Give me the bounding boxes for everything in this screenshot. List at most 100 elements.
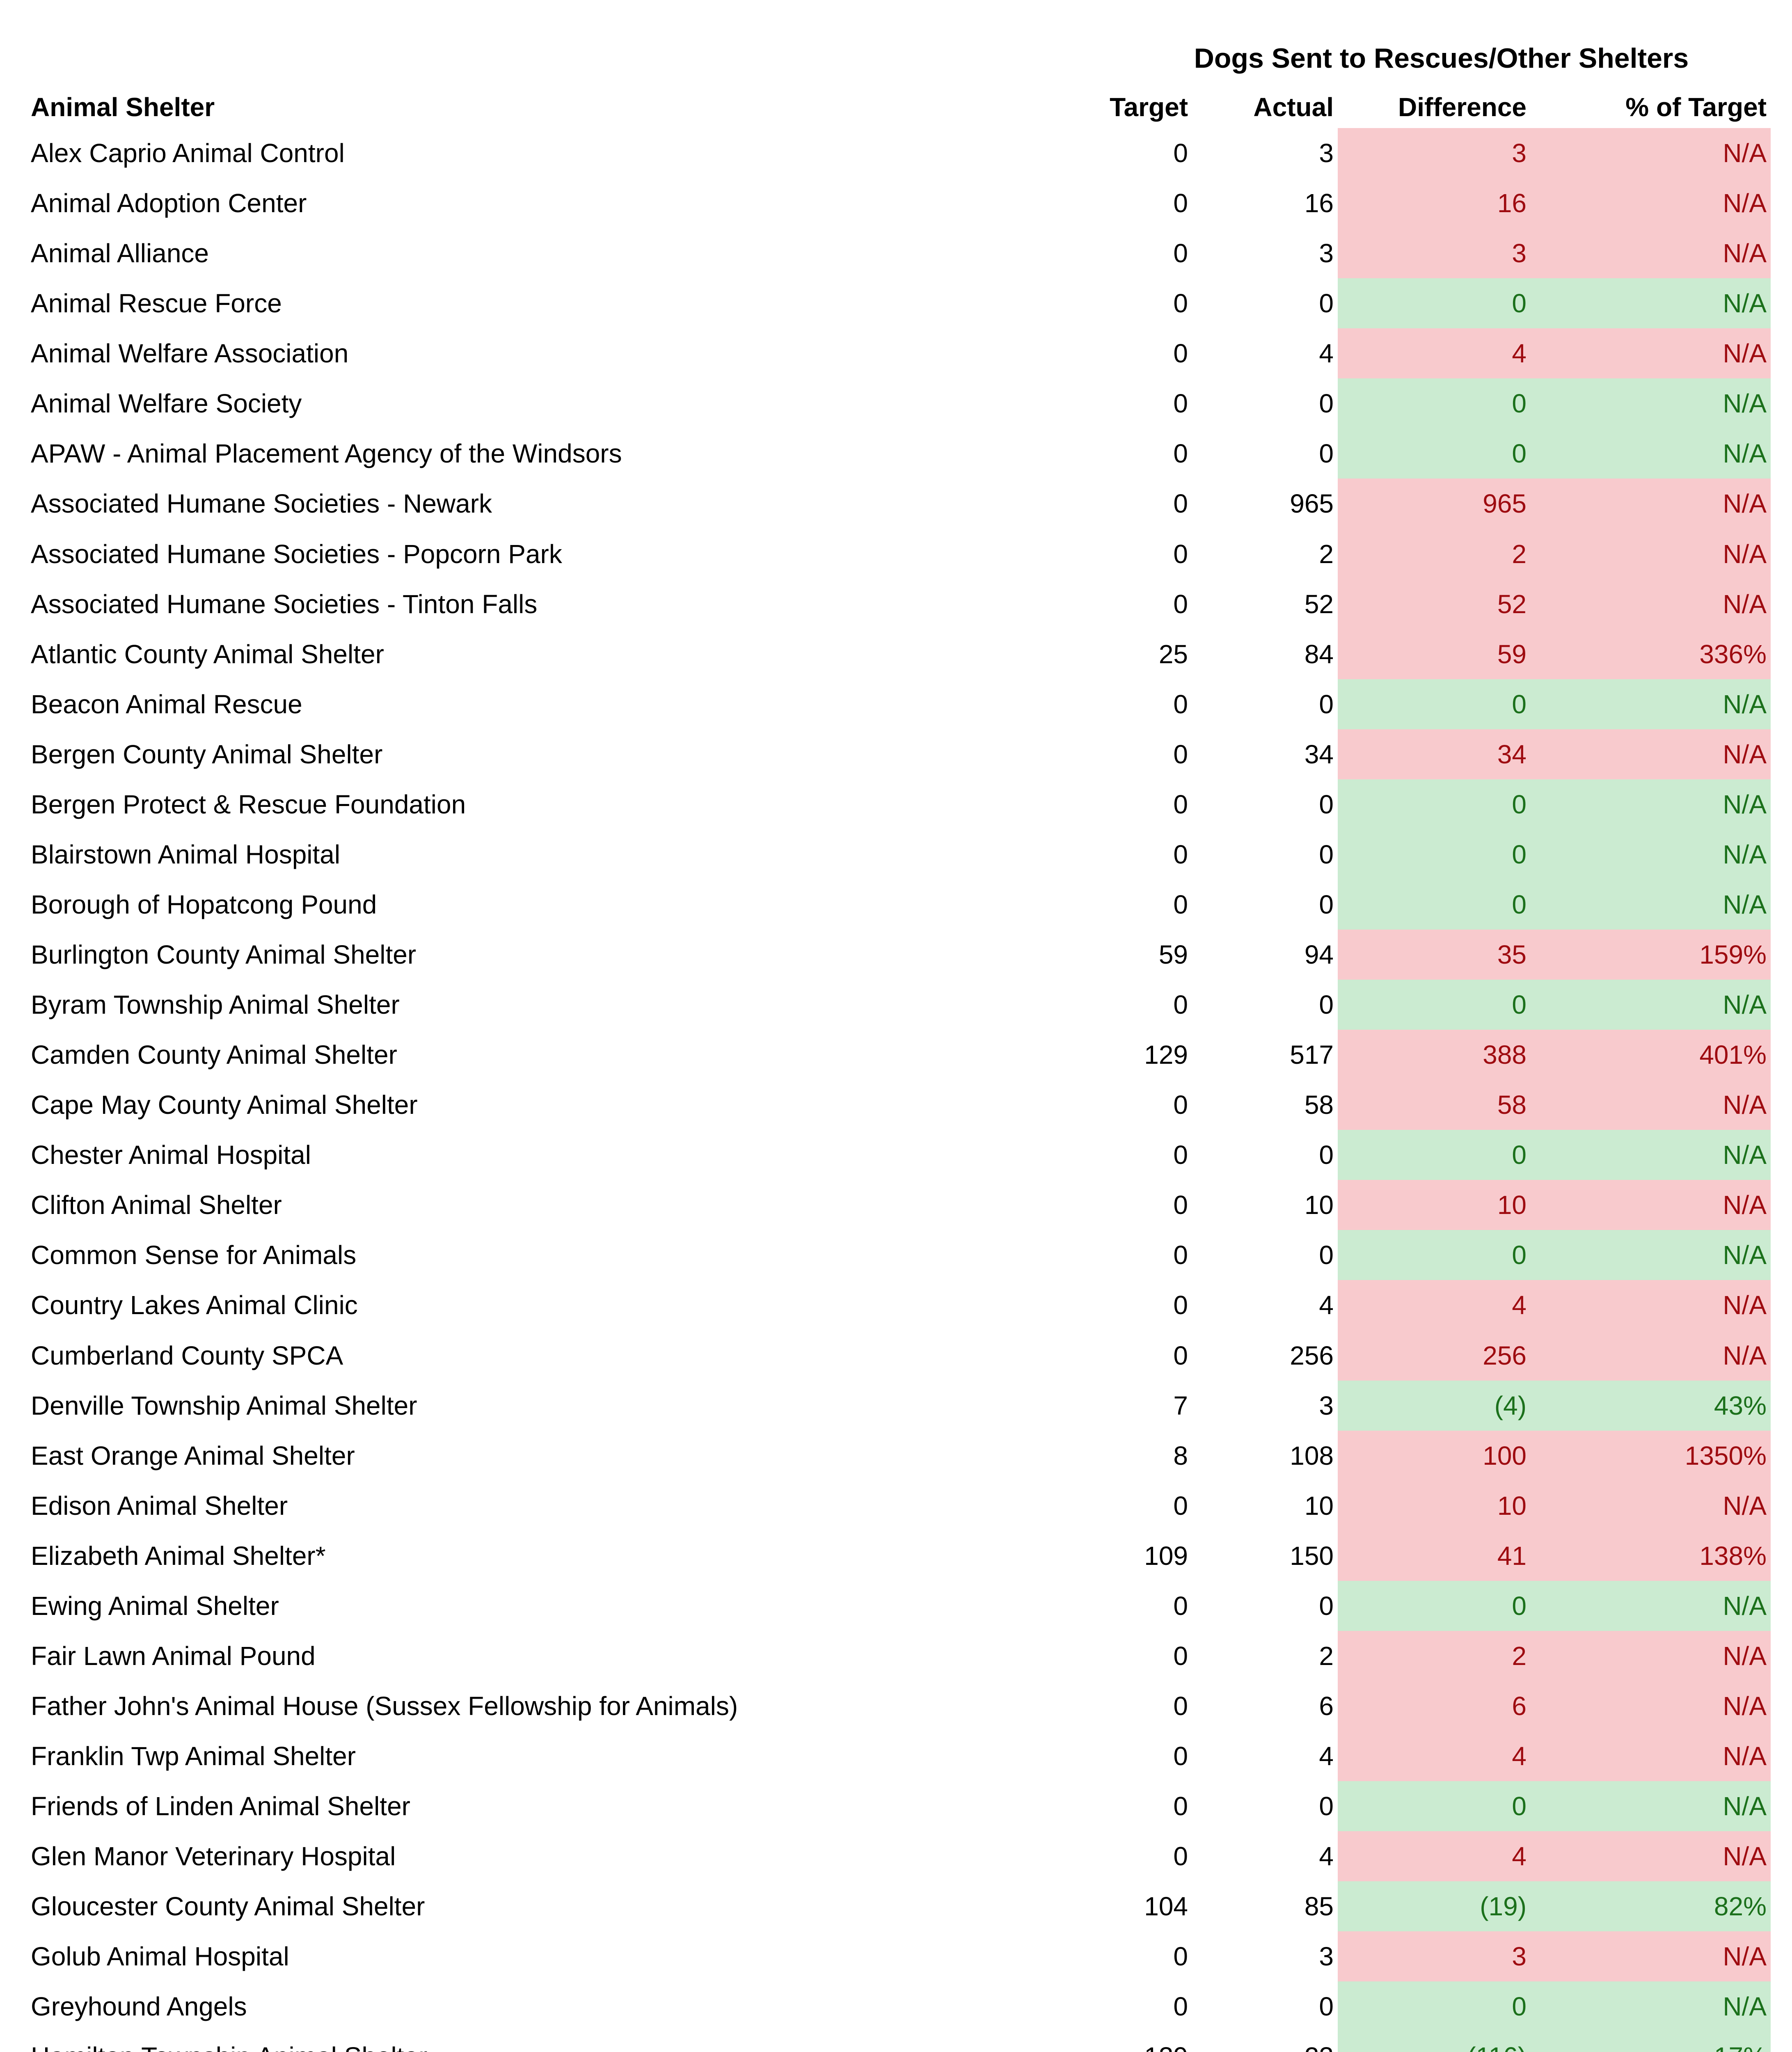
difference-cell: 4: [1338, 1831, 1537, 1882]
pct-of-target-cell: 138%: [1537, 1530, 1771, 1581]
actual-cell: 0: [1319, 839, 1334, 869]
pct-of-target-cell: N/A: [1537, 579, 1771, 629]
actual-cell: 0: [1319, 1992, 1334, 2022]
target-cell: 0: [1173, 289, 1188, 318]
actual-cell: 150: [1290, 1541, 1334, 1571]
shelter-name-cell: Borough of Hopatcong Pound: [31, 889, 377, 919]
actual-cell: 34: [1304, 739, 1334, 769]
pct-of-target-cell: N/A: [1537, 1180, 1771, 1230]
shelter-name-cell: Bergen County Animal Shelter: [31, 739, 383, 769]
difference-cell: 35: [1338, 930, 1537, 980]
actual-cell: 965: [1290, 489, 1334, 519]
pct-of-target-cell: N/A: [1537, 228, 1771, 279]
target-cell: 0: [1173, 1841, 1188, 1871]
difference-cell: 34: [1338, 729, 1537, 779]
shelter-name-cell: Hamilton Township Animal Shelter: [31, 2031, 1034, 2052]
shelter-name-cell: Friends of Linden Animal Shelter: [31, 1791, 410, 1821]
difference-cell: 0: [1338, 378, 1537, 429]
shelter-name-cell: APAW - Animal Placement Agency of the Wi…: [31, 439, 622, 469]
actual-cell: 0: [1319, 889, 1334, 919]
shelter-name-cell: Ewing Animal Shelter: [31, 1591, 279, 1621]
target-cell: 0: [1173, 1290, 1188, 1320]
pct-of-target-cell: N/A: [1537, 1981, 1771, 2032]
column-header-animal-shelter: Animal Shelter: [31, 92, 215, 122]
pct-of-target-cell: 159%: [1537, 930, 1771, 980]
shelter-name-cell: Father John's Animal House (Sussex Fello…: [31, 1691, 738, 1721]
pct-of-target-cell: 82%: [1537, 1881, 1771, 1932]
actual-cell: 3: [1319, 138, 1334, 168]
actual-cell: 517: [1290, 1040, 1334, 1070]
target-cell: 0: [1173, 1240, 1188, 1270]
difference-cell: 4: [1338, 1731, 1537, 1782]
difference-cell: 388: [1338, 1030, 1537, 1080]
actual-cell: 3: [1319, 238, 1334, 268]
shelter-name-cell: Animal Welfare Society: [31, 389, 302, 419]
actual-cell: 4: [1319, 339, 1334, 369]
difference-cell: 0: [1338, 1981, 1537, 2032]
actual-cell: 0: [1319, 990, 1334, 1020]
shelter-name-cell: East Orange Animal Shelter: [31, 1441, 355, 1470]
corner-spacer: [31, 0, 1034, 77]
pct-of-target-cell: N/A: [1537, 1280, 1771, 1331]
difference-cell: 0: [1338, 980, 1537, 1030]
pct-of-target-cell: N/A: [1537, 829, 1771, 879]
target-cell: 0: [1173, 1340, 1188, 1370]
target-cell: 0: [1173, 589, 1188, 619]
difference-cell: 3: [1338, 228, 1537, 279]
difference-cell: 3: [1338, 1931, 1537, 1982]
difference-cell: 41: [1338, 1530, 1537, 1581]
difference-cell: 2: [1338, 529, 1537, 579]
shelter-name-cell: Byram Township Animal Shelter: [31, 990, 400, 1020]
pct-of-target-cell: N/A: [1537, 278, 1771, 329]
target-cell: 0: [1173, 339, 1188, 369]
target-cell: 0: [1173, 539, 1188, 569]
pct-of-target-cell: N/A: [1537, 328, 1771, 379]
pct-of-target-cell: 1350%: [1537, 1430, 1771, 1481]
difference-cell: 0: [1338, 879, 1537, 930]
target-cell: 0: [1173, 1591, 1188, 1621]
difference-cell: (4): [1338, 1380, 1537, 1431]
shelter-name-cell: Animal Adoption Center: [31, 188, 307, 218]
actual-cell: 0: [1319, 1791, 1334, 1821]
target-cell: 0: [1173, 489, 1188, 519]
target-cell: 0: [1173, 1090, 1188, 1120]
difference-cell: 100: [1338, 1430, 1537, 1481]
pct-of-target-cell: N/A: [1537, 1480, 1771, 1531]
shelter-name-cell: Associated Humane Societies - Tinton Fal…: [31, 589, 538, 619]
actual-cell: 2: [1319, 539, 1334, 569]
difference-cell: 0: [1338, 1781, 1537, 1832]
shelter-name-cell: Country Lakes Animal Clinic: [31, 1290, 358, 1320]
actual-cell: 4: [1319, 1841, 1334, 1871]
target-cell: 0: [1173, 889, 1188, 919]
target-cell: 0: [1173, 990, 1188, 1020]
shelter-name-cell: Cumberland County SPCA: [31, 1340, 343, 1370]
actual-cell: 0: [1319, 1140, 1334, 1170]
shelter-name-cell: Alex Caprio Animal Control: [31, 138, 345, 168]
target-cell: 0: [1173, 188, 1188, 218]
difference-cell: 0: [1338, 779, 1537, 829]
target-cell: 0: [1173, 1992, 1188, 2022]
pct-of-target-cell: N/A: [1537, 378, 1771, 429]
target-cell: 0: [1173, 389, 1188, 419]
shelter-name-cell: Gloucester County Animal Shelter: [31, 1892, 425, 1921]
difference-cell: 10: [1338, 1180, 1537, 1230]
target-cell: 0: [1173, 138, 1188, 168]
shelter-name-cell: Camden County Animal Shelter: [31, 1040, 397, 1070]
difference-cell: (116): [1338, 2031, 1537, 2052]
target-cell: 0: [1173, 1641, 1188, 1671]
pct-of-target-cell: N/A: [1537, 1731, 1771, 1782]
target-cell: 0: [1173, 1691, 1188, 1721]
shelter-name-cell: Beacon Animal Rescue: [31, 689, 302, 719]
shelter-name-cell: Clifton Animal Shelter: [31, 1190, 282, 1220]
actual-cell: 84: [1304, 639, 1334, 669]
actual-cell: 256: [1290, 1340, 1334, 1370]
actual-cell: 3: [1319, 1390, 1334, 1420]
actual-cell: 0: [1319, 689, 1334, 719]
pct-of-target-cell: N/A: [1537, 779, 1771, 829]
pct-of-target-cell: N/A: [1537, 128, 1771, 179]
shelter-name-cell: Elizabeth Animal Shelter*: [31, 1541, 326, 1571]
pct-of-target-cell: N/A: [1537, 729, 1771, 779]
pct-of-target-cell: N/A: [1537, 178, 1771, 229]
difference-cell: 0: [1338, 829, 1537, 879]
